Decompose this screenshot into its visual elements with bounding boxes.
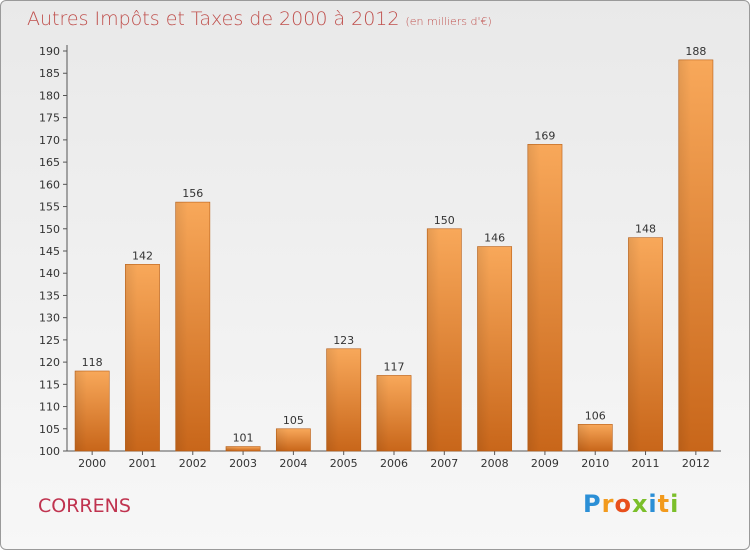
proxiti-logo: Proxiti bbox=[583, 490, 679, 518]
bar-shade bbox=[376, 375, 389, 451]
chart-title: Autres Impôts et Taxes de 2000 à 2012 (en… bbox=[27, 8, 492, 30]
x-tick-label: 2002 bbox=[179, 457, 207, 470]
x-tick-label: 2000 bbox=[78, 457, 106, 470]
bar-value-label: 142 bbox=[132, 249, 153, 262]
y-tick-label: 110 bbox=[39, 401, 60, 414]
y-tick-label: 135 bbox=[39, 289, 60, 302]
x-tick-label: 2011 bbox=[632, 457, 660, 470]
x-tick-label: 2001 bbox=[128, 457, 156, 470]
bar-value-label: 117 bbox=[384, 360, 405, 373]
bar-shade bbox=[578, 424, 591, 451]
y-tick-label: 190 bbox=[39, 45, 60, 58]
y-tick-label: 105 bbox=[39, 423, 60, 436]
bar-shade bbox=[477, 246, 490, 451]
x-tick-label: 2010 bbox=[581, 457, 609, 470]
logo-letter: P bbox=[583, 490, 602, 518]
bar-value-label: 101 bbox=[233, 432, 254, 445]
y-tick-label: 170 bbox=[39, 134, 60, 147]
bar-value-label: 105 bbox=[283, 414, 304, 427]
bar-shade bbox=[225, 446, 238, 451]
x-tick-label: 2007 bbox=[430, 457, 458, 470]
y-tick-label: 120 bbox=[39, 356, 60, 369]
bar-value-label: 156 bbox=[182, 187, 203, 200]
logo-letter: r bbox=[601, 490, 615, 518]
chart-subtitle: (en milliers d'€) bbox=[405, 15, 492, 28]
bar-shade bbox=[75, 371, 88, 451]
bar-value-label: 146 bbox=[484, 232, 505, 245]
bar-shade bbox=[125, 264, 138, 451]
bar-value-label: 123 bbox=[333, 334, 354, 347]
bar-value-label: 148 bbox=[635, 223, 656, 236]
y-tick-label: 160 bbox=[39, 178, 60, 191]
x-tick-label: 2003 bbox=[229, 457, 257, 470]
x-tick-label: 2005 bbox=[330, 457, 358, 470]
x-tick-label: 2006 bbox=[380, 457, 408, 470]
y-tick-label: 100 bbox=[39, 445, 60, 458]
bar-value-label: 188 bbox=[685, 45, 706, 58]
bar-shade bbox=[326, 348, 339, 451]
logo-letter: i bbox=[648, 490, 658, 518]
y-tick-label: 115 bbox=[39, 378, 60, 391]
y-tick-label: 130 bbox=[39, 312, 60, 325]
bar-shade bbox=[527, 144, 540, 452]
y-tick-label: 185 bbox=[39, 67, 60, 80]
x-tick-label: 2009 bbox=[531, 457, 559, 470]
x-tick-label: 2012 bbox=[682, 457, 710, 470]
bar-shade bbox=[175, 202, 188, 451]
bar-value-label: 106 bbox=[585, 409, 606, 422]
logo-letter: x bbox=[631, 490, 649, 518]
x-tick-label: 2004 bbox=[279, 457, 307, 470]
y-tick-label: 140 bbox=[39, 267, 60, 280]
bar-shade bbox=[628, 237, 641, 451]
bar-value-label: 150 bbox=[434, 214, 455, 227]
chart-title-main: Autres Impôts et Taxes de 2000 à 2012 bbox=[27, 8, 400, 30]
logo-letter: i bbox=[670, 490, 680, 518]
bar-value-label: 118 bbox=[82, 356, 103, 369]
y-tick-label: 165 bbox=[39, 156, 60, 169]
x-tick-label: 2008 bbox=[481, 457, 509, 470]
y-tick-label: 180 bbox=[39, 89, 60, 102]
y-tick-label: 125 bbox=[39, 334, 60, 347]
y-tick-label: 150 bbox=[39, 223, 60, 236]
y-tick-label: 145 bbox=[39, 245, 60, 258]
logo-letter: o bbox=[614, 490, 632, 518]
y-tick-label: 155 bbox=[39, 201, 60, 214]
y-tick-label: 175 bbox=[39, 112, 60, 125]
bar-shade bbox=[276, 428, 289, 451]
bar-shade bbox=[427, 228, 440, 451]
city-name: CORRENS bbox=[38, 495, 131, 517]
bar-shade bbox=[678, 59, 691, 452]
bar-value-label: 169 bbox=[534, 129, 555, 142]
logo-letter: t bbox=[657, 490, 671, 518]
